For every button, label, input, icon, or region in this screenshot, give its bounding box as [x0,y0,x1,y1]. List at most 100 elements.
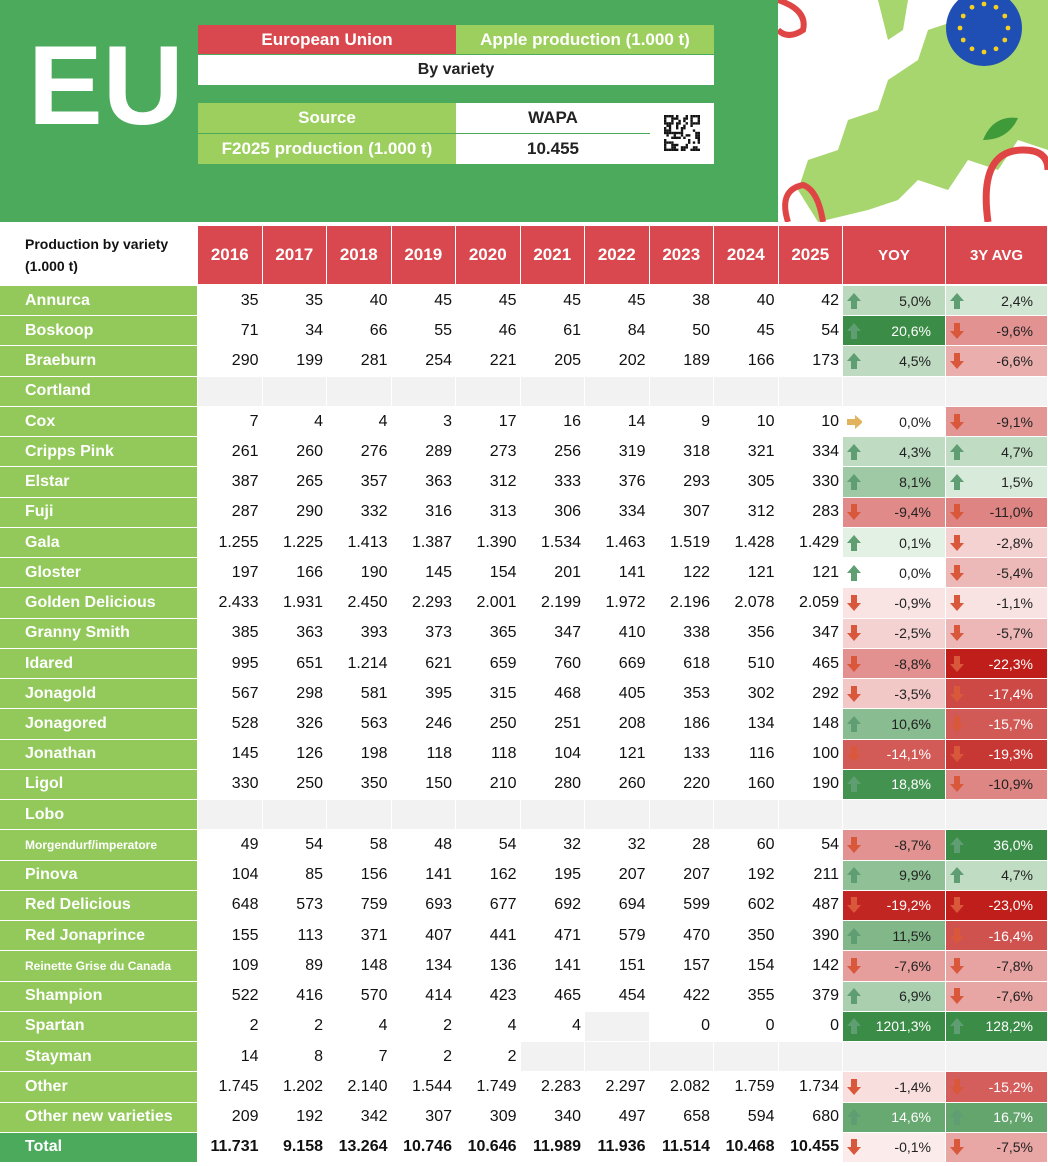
trend-arrow [950,292,964,309]
value-cell: 49 [240,835,259,853]
value-cell: 2 [507,1047,517,1065]
yoy-cell: 0,0% [843,558,945,588]
value-cell: 60 [756,835,775,853]
value-cell: 321 [747,442,775,460]
value-cell: 160 [747,775,775,793]
value-cell: 471 [554,926,581,944]
empty-cell [456,800,520,830]
qr-module [697,141,700,144]
empty-cell [946,800,1047,830]
region: European Union [198,25,456,54]
header-cell: 3Y AVG [946,226,1047,284]
value-cell: 207 [683,866,710,884]
value-cell: 210 [489,775,517,793]
qr-module [664,139,667,142]
value-cell: 0 [701,1017,710,1035]
flag-star [993,4,999,10]
value-cell: 134 [747,714,775,732]
avg-cell: -9,6% [946,316,1047,346]
qr-module [678,119,681,123]
trend-arrow [847,504,861,521]
value-cell: 104 [231,866,259,884]
row-label: Pinova [0,860,197,890]
value-cell: 487 [812,896,839,914]
value-cell: 10 [821,412,839,430]
avg-cell: -2,8% [946,527,1047,558]
value-cell: 312 [489,473,517,491]
value-cell: 680 [812,1108,839,1126]
qr-module [688,139,691,142]
value-cell: 192 [747,866,775,884]
trend-arrow [950,685,964,702]
row-label: Jonagold [0,679,197,709]
empty-cell [843,1042,945,1072]
value-cell: 334 [812,442,839,460]
row-label: Total [0,1132,197,1162]
value-cell: 45 [563,291,581,309]
value-cell: 470 [683,926,710,944]
value-cell: 1.255 [218,533,259,551]
yoy-cell: 14,6% [843,1102,945,1132]
empty-cell [778,800,842,830]
value-cell: 9 [701,412,710,430]
qr-module [680,129,684,132]
value-cell: 195 [554,866,581,884]
avg-cell: 2,4% [946,286,1047,316]
avg-cell: 1,5% [946,467,1047,497]
value-cell: 2 [443,1047,452,1065]
value-cell: 11.514 [661,1138,710,1156]
qr-module [697,136,700,139]
row-label: Golden Delicious [0,588,197,618]
value-cell: 669 [618,654,646,672]
flag-star [969,46,975,52]
value-cell: 2.433 [218,594,259,612]
empty-cell [649,376,713,406]
qr-module [690,119,693,123]
value-cell: 1.413 [347,533,388,551]
qr-module [673,131,676,135]
flag-star [960,37,966,43]
value-cell: 365 [489,624,517,642]
value-cell: 371 [360,926,388,944]
value-cell: 154 [489,563,517,581]
value-cell: 148 [812,714,839,732]
empty-cell [585,376,649,406]
value-cell: 693 [425,896,452,914]
value-cell: 414 [425,987,452,1005]
row-label: Lobo [0,800,197,830]
avg-cell: -16,4% [946,921,1047,951]
value-cell: 10.646 [467,1138,517,1156]
trend-arrow [847,897,861,914]
value-cell: 1.390 [476,533,517,551]
avg-cell: -17,4% [946,679,1047,709]
value-cell: 405 [618,684,646,702]
value-cell: 199 [296,352,323,370]
value-cell: 2.199 [540,594,581,612]
yoy-cell: 4,3% [843,437,945,467]
value-cell: 677 [489,896,517,914]
value-cell: 4 [378,412,388,430]
qr-module [695,131,698,135]
qr-module [671,115,674,118]
value-cell: 4 [314,412,323,430]
header-cell: 2016 [198,226,262,284]
production: 10.455 [456,134,650,164]
qr-module [690,124,693,127]
value-cell: 407 [425,926,452,944]
trend-arrow [847,776,861,793]
value-cell: 35 [240,291,259,309]
value-cell: 1.428 [734,533,775,551]
value-cell: 9.158 [282,1138,323,1156]
value-cell: 54 [821,321,839,339]
value-cell: 250 [489,714,517,732]
value-cell: 2.001 [476,594,517,612]
value-cell: 305 [747,473,775,491]
value-cell: 156 [360,866,388,884]
trend-arrow [847,1109,861,1126]
value-cell: 416 [296,987,323,1005]
value-cell: 563 [360,714,388,732]
value-cell: 50 [692,321,710,339]
qr-code [664,115,700,151]
value-cell: 48 [434,835,452,853]
value-cell: 1.519 [669,533,710,551]
